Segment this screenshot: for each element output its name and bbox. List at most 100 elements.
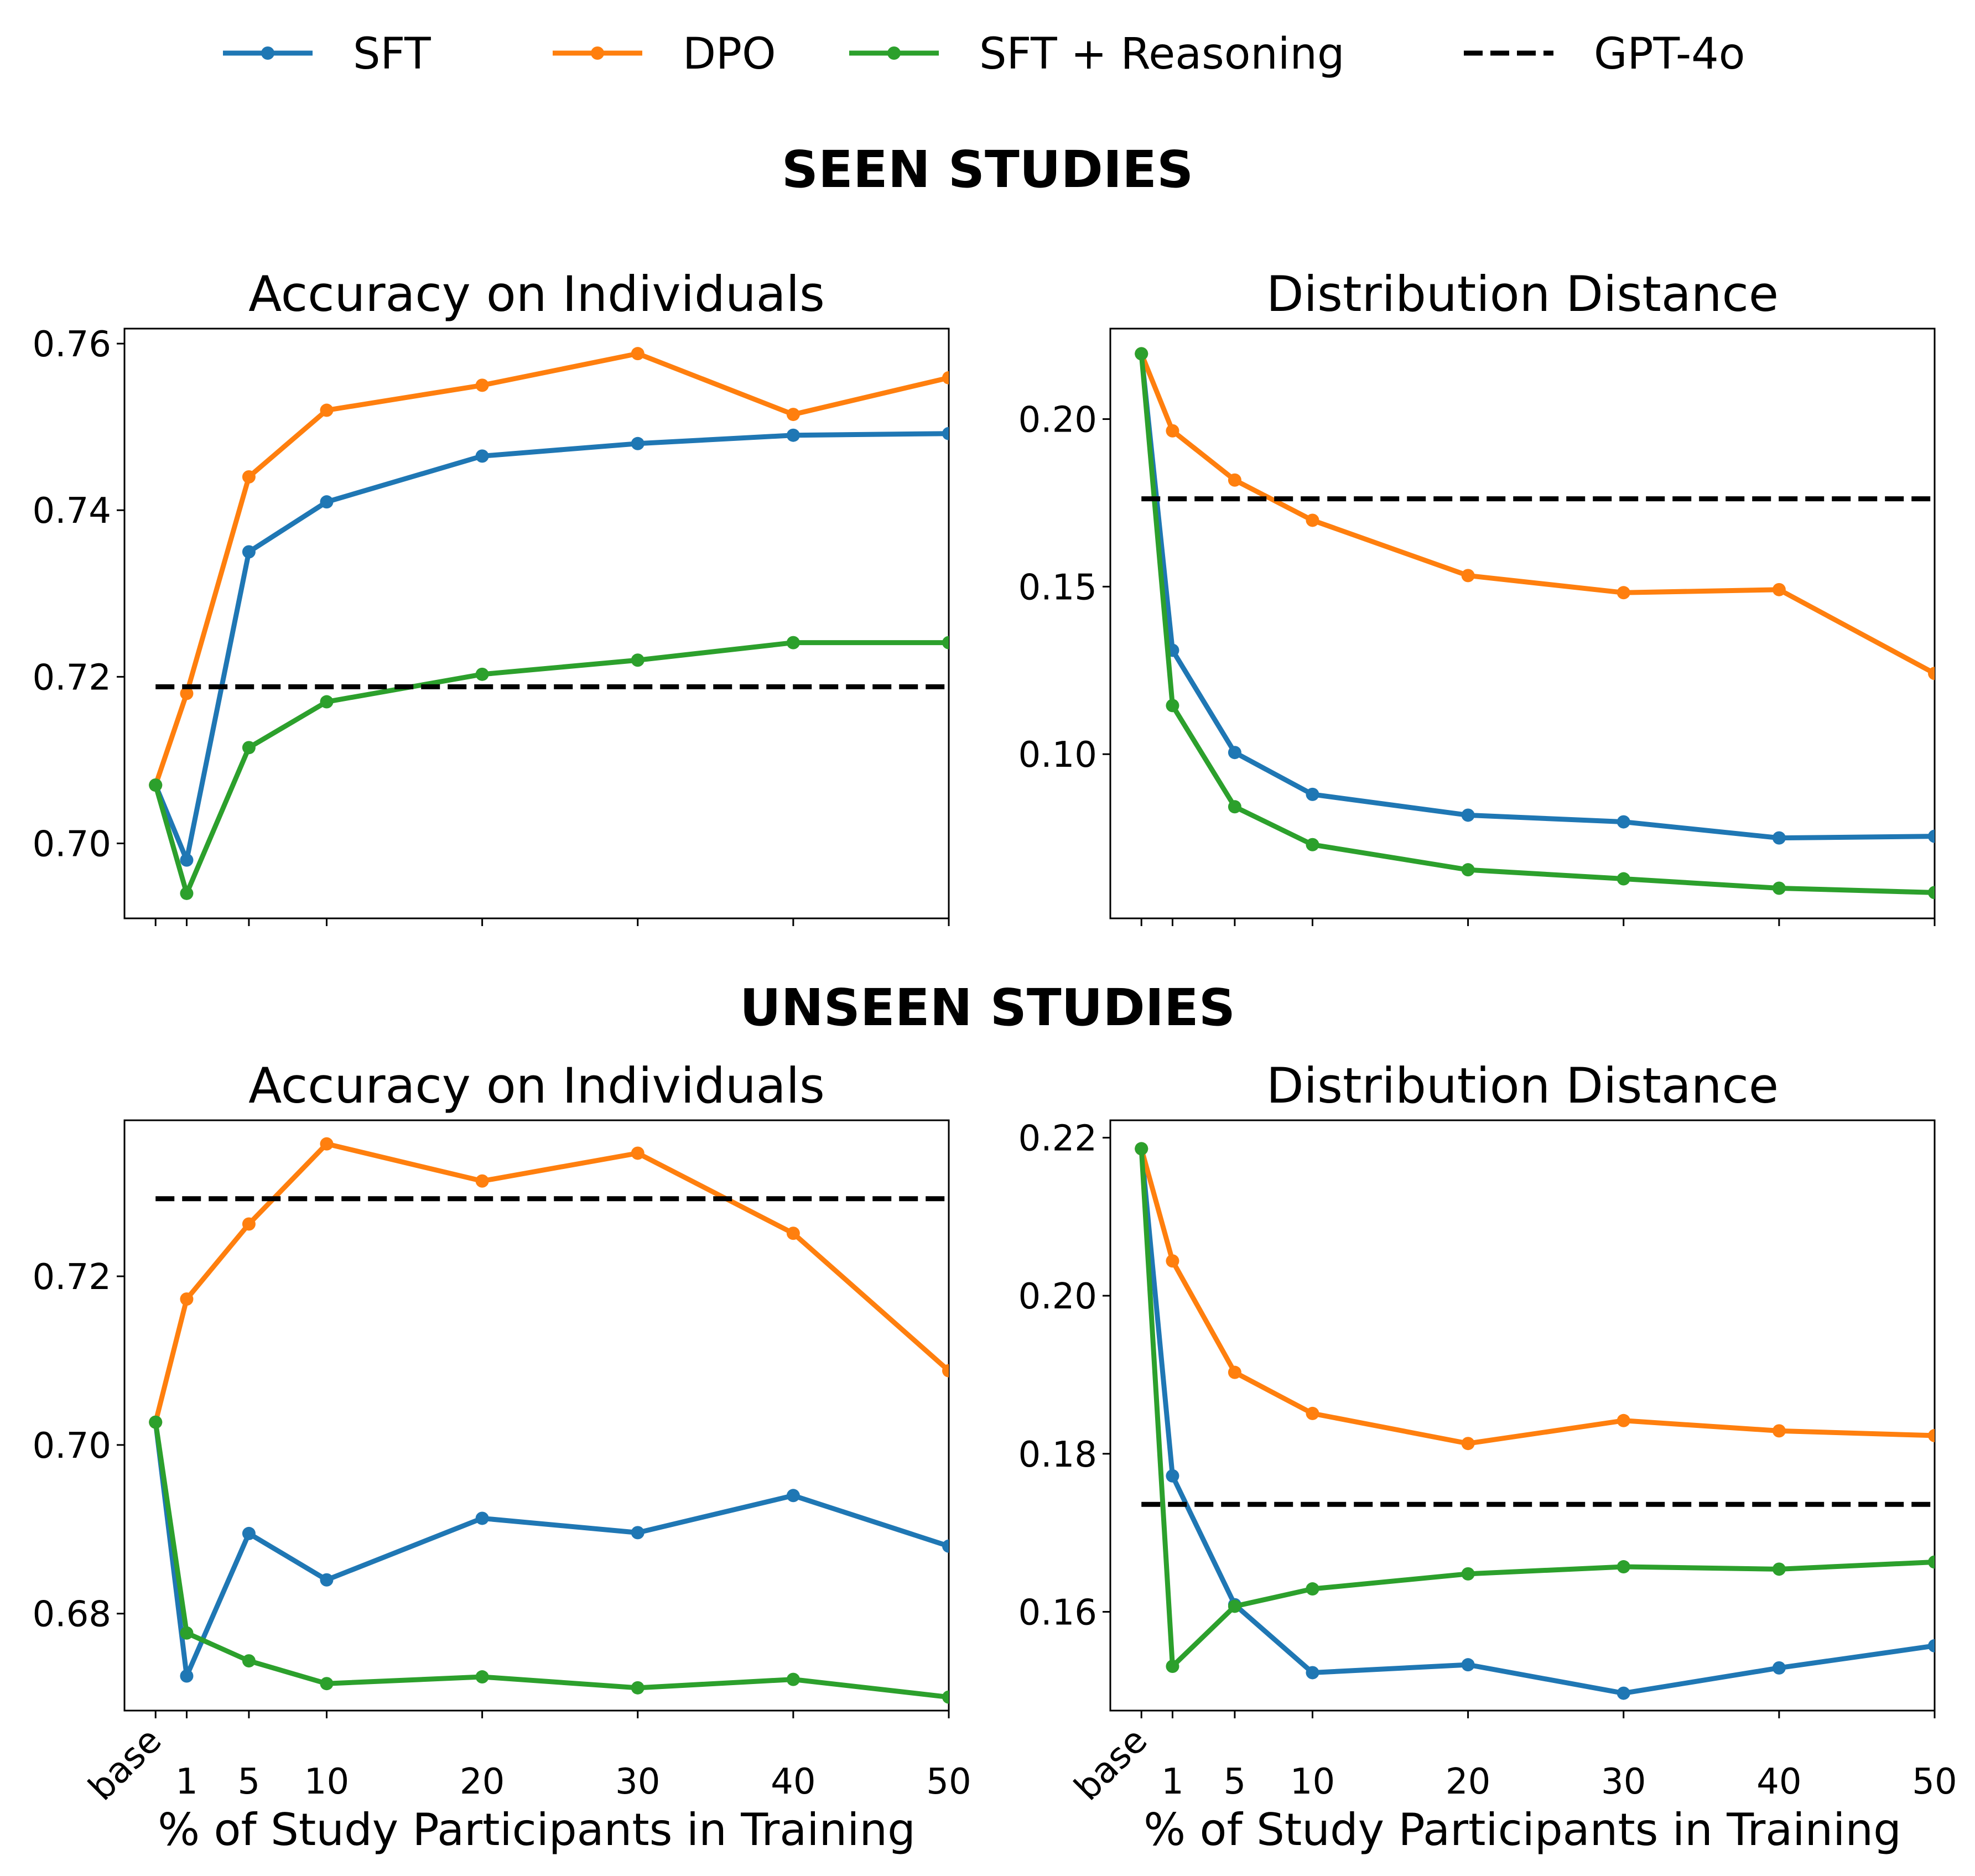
panel-title: Accuracy on Individuals bbox=[248, 1057, 825, 1114]
axes-frame bbox=[1109, 328, 1936, 919]
section-title-seen: SEEN STUDIES bbox=[782, 140, 1193, 199]
x-tick-label: 5 bbox=[1224, 1761, 1246, 1802]
point-dpo bbox=[475, 1174, 489, 1188]
x-tick-label: 30 bbox=[615, 1761, 660, 1802]
series-line-dpo bbox=[153, 351, 949, 788]
legend-item-gpt-4o: GPT-4o bbox=[1464, 29, 1745, 79]
point-sft bbox=[475, 449, 489, 463]
point-sft bbox=[1772, 1661, 1786, 1675]
point-sft bbox=[1617, 1686, 1630, 1700]
point-sft-reasoning bbox=[786, 636, 800, 649]
y-tick-label: 0.22 bbox=[1018, 1118, 1098, 1159]
x-tick-label: 40 bbox=[771, 1761, 815, 1802]
point-sft-reasoning bbox=[475, 667, 489, 681]
point-sft-reasoning bbox=[149, 1415, 163, 1429]
legend-item-sft-reasoning: SFT + Reasoning bbox=[849, 29, 1345, 79]
point-sft bbox=[631, 1526, 645, 1540]
series-line-sft bbox=[153, 431, 949, 863]
legend-marker-sft-reasoning bbox=[887, 46, 901, 60]
point-dpo bbox=[1928, 1428, 1935, 1442]
x-tick-label: 20 bbox=[1446, 1761, 1490, 1802]
point-dpo bbox=[942, 1364, 949, 1378]
point-dpo bbox=[1306, 513, 1319, 527]
panel-title: Distribution Distance bbox=[1266, 266, 1779, 323]
point-sft bbox=[631, 436, 645, 450]
y-tick-label: 0.20 bbox=[1018, 400, 1098, 441]
axes-frame bbox=[123, 1119, 950, 1712]
point-dpo bbox=[942, 371, 949, 384]
point-sft-reasoning bbox=[1166, 1660, 1179, 1674]
series-line-dpo bbox=[1139, 1146, 1935, 1446]
point-dpo bbox=[320, 403, 334, 417]
y-tick-label: 0.72 bbox=[33, 1257, 112, 1298]
point-sft bbox=[1772, 831, 1786, 845]
x-tick-label: 50 bbox=[926, 1761, 971, 1802]
point-dpo bbox=[1617, 586, 1630, 600]
point-sft bbox=[1928, 1639, 1935, 1652]
point-sft bbox=[242, 1526, 256, 1540]
series-line-sft bbox=[153, 1420, 949, 1679]
x-tick-label: 10 bbox=[304, 1761, 349, 1802]
y-tick-label: 0.16 bbox=[1018, 1592, 1098, 1633]
point-dpo bbox=[242, 1217, 256, 1231]
point-sft-reasoning bbox=[1135, 347, 1148, 361]
x-tick-label: base bbox=[1067, 1720, 1155, 1809]
point-sft-reasoning bbox=[1228, 1599, 1241, 1613]
y-tick-label: 0.18 bbox=[1018, 1435, 1098, 1475]
y-tick-label: 0.10 bbox=[1018, 735, 1098, 776]
point-sft-reasoning bbox=[942, 636, 949, 649]
point-sft-reasoning bbox=[1617, 872, 1630, 886]
legend-label-dpo: DPO bbox=[683, 29, 776, 79]
point-dpo bbox=[1772, 1424, 1786, 1438]
point-sft bbox=[1166, 1469, 1179, 1483]
legend-label-gpt-4o: GPT-4o bbox=[1594, 29, 1745, 79]
point-sft bbox=[1228, 746, 1241, 760]
y-tick-label: 0.72 bbox=[33, 657, 112, 698]
point-sft-reasoning bbox=[1772, 1562, 1786, 1576]
x-tick-label: 20 bbox=[460, 1761, 505, 1802]
point-dpo bbox=[242, 470, 256, 484]
point-dpo bbox=[180, 687, 194, 700]
section-title-unseen: UNSEEN STUDIES bbox=[740, 978, 1235, 1037]
point-sft-reasoning bbox=[1166, 699, 1179, 713]
axes-frame bbox=[123, 328, 950, 919]
series-line-dpo bbox=[1139, 351, 1935, 676]
legend-label-sft: SFT bbox=[353, 29, 431, 79]
point-sft-reasoning bbox=[1228, 800, 1241, 814]
point-sft bbox=[475, 1511, 489, 1525]
point-sft-reasoning bbox=[475, 1670, 489, 1684]
point-sft-reasoning bbox=[180, 886, 194, 900]
x-tick-label: 40 bbox=[1756, 1761, 1801, 1802]
point-sft bbox=[942, 427, 949, 440]
point-sft-reasoning bbox=[786, 1672, 800, 1686]
x-tick-label: 5 bbox=[238, 1761, 261, 1802]
series-line-sft bbox=[1139, 1146, 1935, 1696]
point-sft-reasoning bbox=[242, 741, 256, 755]
point-sft-reasoning bbox=[1306, 1582, 1319, 1596]
panel-title: Accuracy on Individuals bbox=[248, 266, 825, 323]
series-line-sft-reasoning bbox=[1139, 351, 1935, 895]
point-sft bbox=[320, 495, 334, 509]
legend-item-sft: SFT bbox=[223, 29, 431, 79]
x-tick-label: 30 bbox=[1601, 1761, 1646, 1802]
point-sft-reasoning bbox=[1928, 886, 1935, 900]
point-sft bbox=[1617, 815, 1630, 829]
plot-area bbox=[149, 347, 949, 900]
point-sft bbox=[1461, 808, 1475, 822]
point-dpo bbox=[1461, 1437, 1475, 1451]
point-sft bbox=[180, 1669, 194, 1683]
point-dpo bbox=[1617, 1414, 1630, 1427]
point-sft bbox=[320, 1573, 334, 1587]
series-line-dpo bbox=[153, 1141, 949, 1425]
y-tick-label: 0.15 bbox=[1018, 567, 1098, 608]
legend-label-sft-reasoning: SFT + Reasoning bbox=[979, 29, 1345, 79]
panel-seen-distance: Distribution Distance 0.10 0.15 0.20 bbox=[1018, 266, 1936, 926]
x-tick-label: base bbox=[81, 1720, 169, 1809]
point-sft-reasoning bbox=[180, 1626, 194, 1640]
point-sft bbox=[1306, 1666, 1319, 1680]
point-dpo bbox=[631, 347, 645, 361]
panel-seen-accuracy: Accuracy on Individuals 0.70 0.72 0.74 0.76 bbox=[33, 266, 950, 926]
point-sft-reasoning bbox=[320, 1677, 334, 1691]
